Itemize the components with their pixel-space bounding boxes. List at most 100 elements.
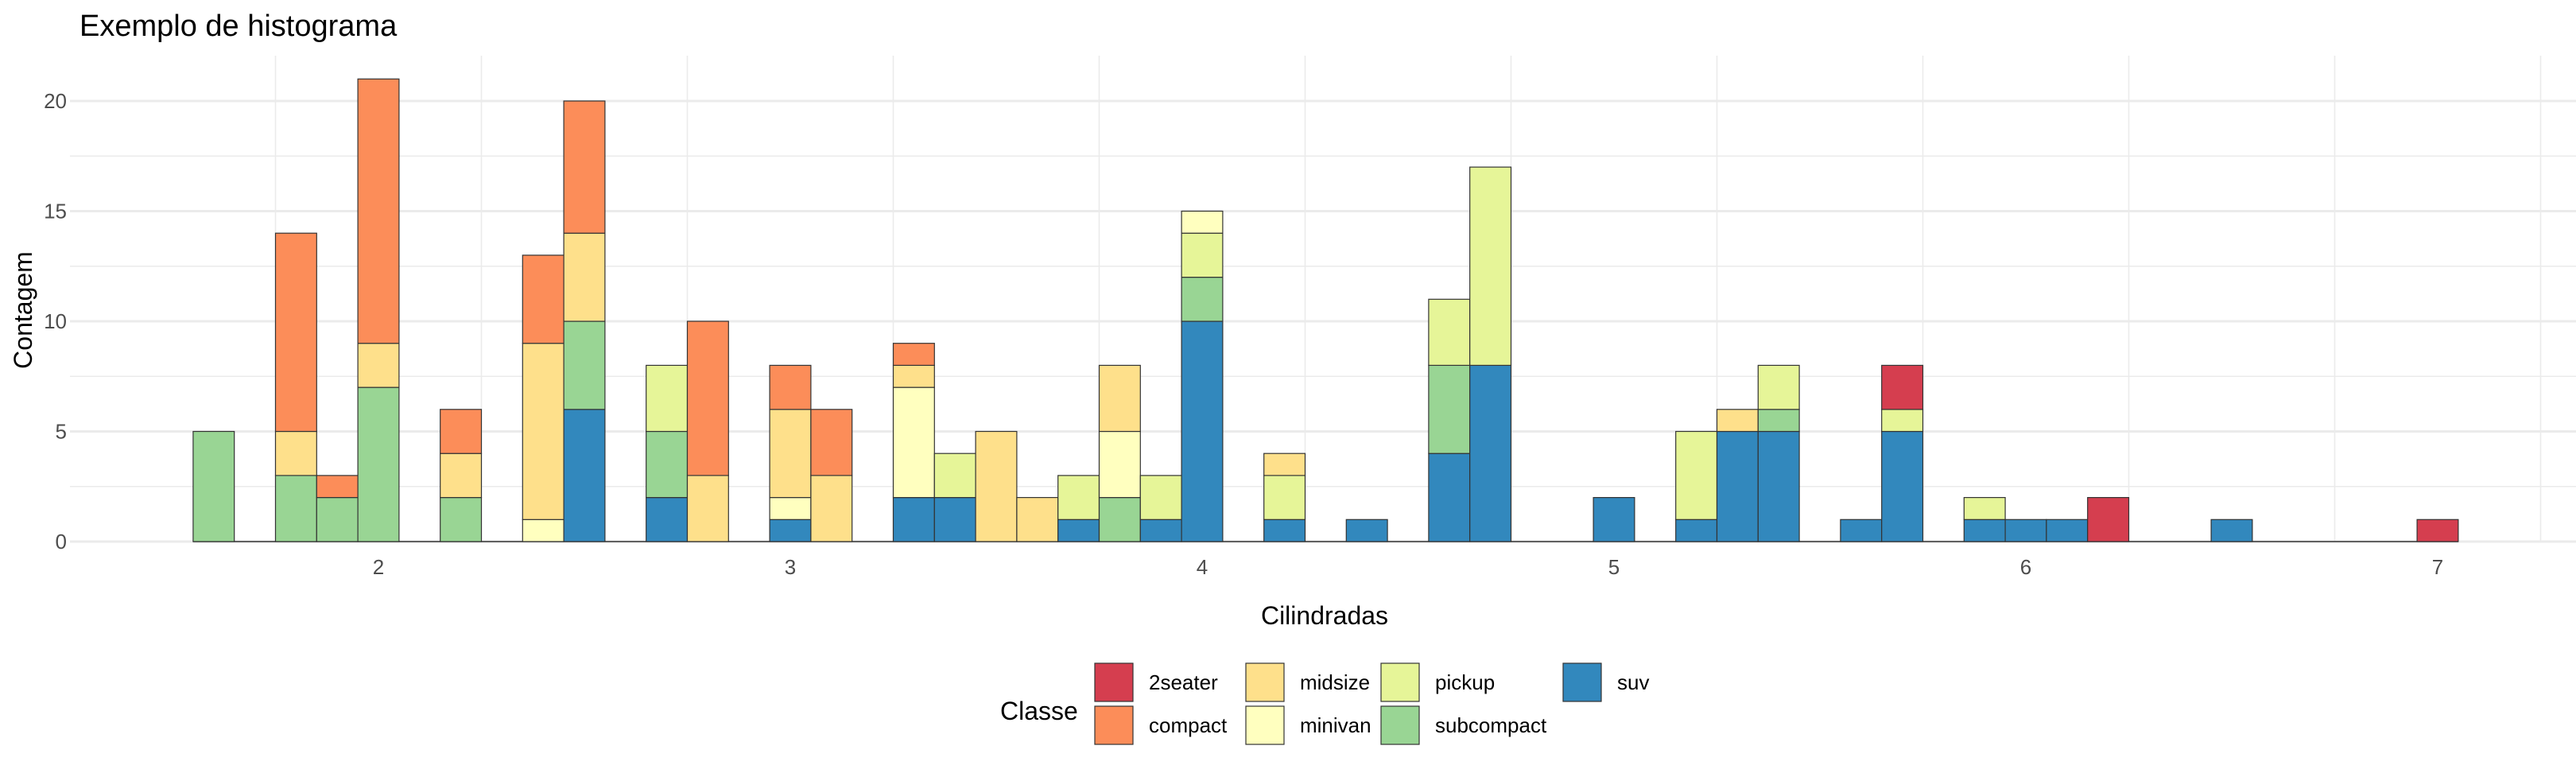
bar-segment-minivan bbox=[1181, 210, 1224, 234]
bar-segment-suv bbox=[1593, 496, 1635, 542]
bar-segment-compact bbox=[274, 232, 317, 433]
x-axis-ticks: 2 3 4 5 6 7 bbox=[373, 555, 2443, 579]
bar-segment-pickup bbox=[646, 364, 689, 433]
bar-segment-suv bbox=[2210, 519, 2253, 542]
bar-segment-minivan bbox=[892, 386, 935, 499]
legend-key-pickup bbox=[1380, 662, 1420, 702]
bar-segment-suv bbox=[2004, 519, 2047, 542]
bar-segment-subcompact bbox=[192, 430, 235, 542]
legend-key-minivan bbox=[1245, 705, 1285, 745]
bar-segment-pickup bbox=[1263, 475, 1306, 520]
bar-segment-suv bbox=[646, 496, 689, 542]
legend-label-2seater: 2seater bbox=[1149, 670, 1218, 694]
bar-segment-suv bbox=[1345, 519, 1388, 542]
bar-segment-subcompact bbox=[274, 475, 317, 542]
bar-segment-subcompact bbox=[1428, 364, 1471, 454]
bar-segment-minivan bbox=[769, 496, 812, 520]
bar-segment-subcompact bbox=[1098, 496, 1141, 542]
x-tick-label: 7 bbox=[2432, 555, 2443, 579]
bar-segment-midsize bbox=[440, 453, 483, 499]
bar-segment-compact bbox=[769, 364, 812, 410]
legend-label-pickup: pickup bbox=[1435, 670, 1495, 694]
legend-items: 2seater compact midsize minivan pickup subcom… bbox=[1094, 662, 1649, 745]
x-tick-label: 4 bbox=[1197, 555, 1208, 579]
y-tick-label: 10 bbox=[44, 309, 67, 333]
bar-segment-compact bbox=[563, 100, 606, 234]
bar-segment-midsize bbox=[769, 409, 812, 499]
x-tick-label: 2 bbox=[373, 555, 384, 579]
bar-segment-minivan bbox=[522, 519, 564, 542]
legend-key-subcompact bbox=[1380, 705, 1420, 745]
bar-segment-compact bbox=[316, 475, 359, 499]
legend-label-suv: suv bbox=[1617, 670, 1649, 694]
bars bbox=[192, 78, 2459, 542]
bar-segment-suv bbox=[1963, 519, 2006, 542]
bar-segment-midsize bbox=[1716, 409, 1759, 433]
bar-segment-midsize bbox=[1263, 453, 1306, 476]
bar-segment-pickup bbox=[1057, 475, 1100, 520]
bar-segment-suv bbox=[2046, 519, 2089, 542]
chart-title: Exemplo de histograma bbox=[80, 10, 398, 43]
bar-segment-pickup bbox=[1675, 430, 1718, 520]
bar-segment-subcompact bbox=[646, 430, 689, 499]
bar-segment-midsize bbox=[522, 343, 564, 520]
bar-segment-suv bbox=[769, 519, 812, 542]
y-tick-label: 0 bbox=[56, 530, 67, 554]
bar-segment-suv bbox=[892, 496, 935, 542]
bar-segment-midsize bbox=[686, 475, 729, 542]
bar-segment-suv bbox=[933, 496, 976, 542]
legend-key-suv bbox=[1562, 662, 1602, 702]
bar-segment-compact bbox=[522, 254, 564, 344]
legend-key-compact bbox=[1094, 705, 1134, 745]
bar-segment-midsize bbox=[810, 475, 853, 542]
legend-title: Classe bbox=[1000, 697, 1078, 725]
bar-segment-midsize bbox=[1098, 364, 1141, 433]
bar-segment-subcompact bbox=[316, 496, 359, 542]
bar-segment-compact bbox=[686, 320, 729, 476]
bar-segment-compact bbox=[892, 343, 935, 367]
y-tick-label: 5 bbox=[56, 420, 67, 444]
bar-segment-midsize bbox=[1016, 496, 1059, 542]
bar-segment-midsize bbox=[975, 430, 1018, 542]
bar-segment-midsize bbox=[274, 430, 317, 476]
bar-segment-pickup bbox=[1428, 298, 1471, 366]
x-tick-label: 5 bbox=[1608, 555, 1620, 579]
bar-segment-subcompact bbox=[440, 496, 483, 542]
bar-segment-suv bbox=[1428, 453, 1471, 542]
y-axis-ticks: 0 5 10 15 20 bbox=[44, 89, 67, 554]
bar-segment-suv bbox=[1181, 320, 1224, 542]
bar-segment-suv bbox=[1139, 519, 1182, 542]
bar-segment-minivan bbox=[1098, 430, 1141, 499]
bar-segment-pickup bbox=[1881, 409, 1924, 433]
legend-label-midsize: midsize bbox=[1300, 670, 1370, 694]
x-tick-label: 3 bbox=[785, 555, 796, 579]
bar-segment-pickup bbox=[1181, 232, 1224, 278]
bar-segment-pickup bbox=[1963, 496, 2006, 520]
bar-segment-suv bbox=[1840, 519, 1883, 542]
legend-key-midsize bbox=[1245, 662, 1285, 702]
bar-segment-midsize bbox=[892, 364, 935, 388]
x-axis-label: Cilindradas bbox=[1261, 601, 1388, 630]
bar-segment-suv bbox=[563, 409, 606, 542]
bar-segment-subcompact bbox=[1181, 277, 1224, 322]
legend-key-2seater bbox=[1094, 662, 1134, 702]
bar-segment-subcompact bbox=[1757, 409, 1800, 433]
bar-segment-pickup bbox=[1469, 166, 1512, 367]
bar-segment-subcompact bbox=[563, 320, 606, 410]
bar-segment-suv bbox=[1675, 519, 1718, 542]
bar-segment-pickup bbox=[1757, 364, 1800, 410]
bar-segment-2seater bbox=[2087, 496, 2130, 542]
bar-segment-suv bbox=[1881, 430, 1924, 542]
bar-segment-suv bbox=[1469, 364, 1512, 542]
y-tick-label: 20 bbox=[44, 89, 67, 113]
bar-segment-compact bbox=[440, 409, 483, 454]
legend-label-subcompact: subcompact bbox=[1435, 713, 1547, 737]
bar-segment-suv bbox=[1716, 430, 1759, 542]
y-axis-label: Contagem bbox=[9, 251, 37, 369]
bar-segment-compact bbox=[810, 409, 853, 476]
y-tick-label: 15 bbox=[44, 200, 67, 223]
bar-segment-2seater bbox=[2416, 519, 2459, 542]
bar-segment-suv bbox=[1263, 519, 1306, 542]
x-tick-label: 6 bbox=[2020, 555, 2031, 579]
